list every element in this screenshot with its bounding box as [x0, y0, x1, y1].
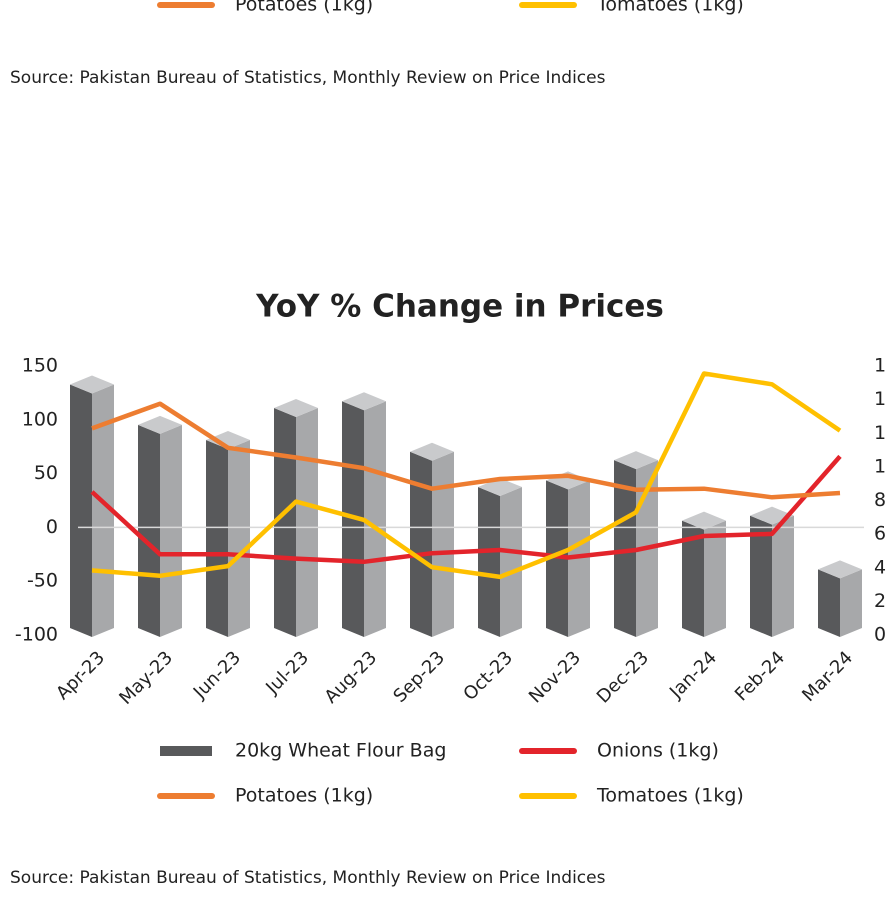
bar-top — [342, 392, 386, 411]
bar-face-left — [478, 487, 500, 637]
bar-face-left — [546, 480, 568, 637]
x-tick-label: May-23 — [115, 647, 177, 709]
bar-face-right — [704, 520, 726, 637]
bar-top — [138, 415, 182, 434]
line-series — [91, 401, 841, 500]
y2-tick-label: 100 — [874, 455, 887, 477]
bar — [274, 399, 318, 637]
bar — [818, 560, 862, 637]
y2-tick-label: 80 — [874, 489, 887, 511]
x-tick-label: Jul-23 — [261, 647, 313, 699]
bar-face-right — [432, 451, 454, 637]
y2-tick-label: 120 — [874, 422, 887, 444]
legend-label: Potatoes (1kg) — [235, 0, 373, 16]
bar-face-right — [500, 487, 522, 637]
x-tick-label: Nov-23 — [525, 647, 585, 707]
bar — [682, 511, 726, 637]
x-tick-label: Jun-23 — [189, 647, 245, 703]
bar-face-right — [772, 515, 794, 637]
x-tick-label: Sep-23 — [389, 647, 449, 707]
y-tick-label: 50 — [34, 462, 58, 484]
legend-label: Tomatoes (1kg) — [596, 0, 744, 16]
y2-tick-label: 20 — [874, 590, 887, 612]
bar — [410, 442, 454, 637]
y2-tick-label: 0 — [874, 624, 886, 646]
x-tick-label: Feb-24 — [731, 647, 789, 705]
x-tick-label: Aug-23 — [321, 647, 381, 707]
bar — [546, 471, 590, 637]
y-tick-label: -100 — [15, 624, 58, 646]
bar-face-left — [274, 408, 296, 637]
bar — [478, 478, 522, 637]
bar-top — [70, 375, 114, 394]
chart-title: YoY % Change in Prices — [255, 289, 664, 325]
bar-face-left — [70, 384, 92, 637]
bar-face-right — [296, 408, 318, 637]
bar-face-right — [228, 439, 250, 637]
bar — [206, 430, 250, 637]
y2-tick-label: 160 — [874, 355, 887, 377]
legend-swatch — [160, 746, 212, 756]
bar-top — [682, 511, 726, 530]
bar-face-left — [614, 460, 636, 637]
legend-label: Potatoes (1kg) — [235, 785, 373, 807]
x-tick-label: Dec-23 — [593, 647, 653, 707]
line-series — [91, 371, 842, 580]
bar-face-left — [818, 569, 840, 637]
source-note-fragment: Source: Pakistan Bureau of Statistics, M… — [10, 68, 606, 88]
x-tick-label: Mar-24 — [798, 647, 857, 706]
line-series — [90, 454, 842, 565]
legend-label: Onions (1kg) — [597, 740, 719, 762]
bar-top — [206, 430, 250, 449]
y2-tick-label: 40 — [874, 556, 887, 578]
bar-face-left — [682, 520, 704, 637]
y-tick-label: 100 — [22, 408, 58, 430]
y-tick-label: 0 — [46, 516, 58, 538]
bar-face-right — [160, 424, 182, 637]
bar-face-left — [206, 439, 228, 637]
y-tick-label: -50 — [27, 570, 58, 592]
source-note: Source: Pakistan Bureau of Statistics, M… — [10, 868, 606, 888]
y2-tick-label: 140 — [874, 388, 887, 410]
y-tick-label: 150 — [22, 355, 58, 377]
bar-top — [274, 399, 318, 418]
bar — [138, 415, 182, 637]
x-tick-label: Jan-24 — [665, 647, 721, 703]
bar-face-right — [568, 480, 590, 637]
bar — [750, 506, 794, 637]
bar-top — [410, 442, 454, 461]
bar-top — [614, 451, 658, 470]
bar-face-left — [138, 424, 160, 637]
y2-tick-label: 60 — [874, 523, 887, 545]
legend-label: Tomatoes (1kg) — [596, 785, 744, 807]
legend-label: 20kg Wheat Flour Bag — [235, 740, 446, 762]
bar-face-right — [364, 401, 386, 637]
x-tick-label: Oct-23 — [459, 647, 517, 705]
bar-face-left — [750, 515, 772, 637]
bar-face-left — [410, 451, 432, 637]
x-tick-label: Apr-23 — [52, 647, 109, 704]
bar-face-right — [840, 569, 862, 637]
bar-top — [818, 560, 862, 579]
